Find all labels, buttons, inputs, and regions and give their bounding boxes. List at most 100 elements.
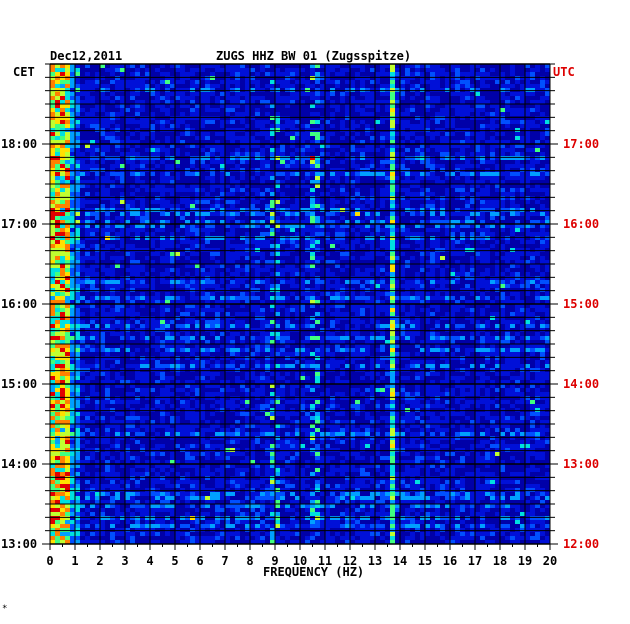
spectrogram-cell [380, 252, 385, 256]
spectrogram-cell [125, 232, 130, 236]
spectrogram-cell [200, 208, 205, 212]
spectrogram-cell [485, 252, 490, 256]
spectrogram-cell [270, 252, 275, 256]
spectrogram-cell [420, 236, 425, 240]
spectrogram-cell [510, 336, 515, 340]
spectrogram-cell [305, 172, 310, 176]
spectrogram-cell [440, 316, 445, 320]
spectrogram-cell [310, 196, 315, 200]
spectrogram-cell [270, 216, 275, 220]
spectrogram-cell [295, 232, 300, 236]
spectrogram-cell [370, 92, 375, 96]
spectrogram-cell [195, 116, 200, 120]
spectrogram-cell [125, 328, 130, 332]
spectrogram-cell [95, 292, 100, 296]
spectrogram-cell [100, 204, 105, 208]
spectrogram-cell [330, 352, 335, 356]
spectrogram-cell [540, 80, 545, 84]
spectrogram-cell [450, 252, 455, 256]
spectrogram-cell [355, 232, 360, 236]
spectrogram-cell [375, 148, 380, 152]
spectrogram-cell [70, 196, 75, 200]
spectrogram-cell [65, 252, 70, 256]
spectrogram-cell [430, 360, 435, 364]
spectrogram-cell [55, 272, 60, 276]
spectrogram-cell [460, 336, 465, 340]
spectrogram-cell [345, 296, 350, 300]
spectrogram-cell [330, 276, 335, 280]
spectrogram-cell [460, 92, 465, 96]
spectrogram-cell [185, 248, 190, 252]
spectrogram-cell [215, 260, 220, 264]
spectrogram-cell [465, 84, 470, 88]
spectrogram-cell [150, 124, 155, 128]
spectrogram-cell [230, 232, 235, 236]
spectrogram-cell [310, 128, 315, 132]
spectrogram-cell [220, 132, 225, 136]
spectrogram-cell [135, 268, 140, 272]
spectrogram-cell [160, 160, 165, 164]
spectrogram-cell [205, 76, 210, 80]
spectrogram-cell [350, 184, 355, 188]
spectrogram-cell [165, 256, 170, 260]
spectrogram-cell [445, 140, 450, 144]
spectrogram-cell [385, 196, 390, 200]
spectrogram-cell [70, 324, 75, 328]
spectrogram-cell [360, 68, 365, 72]
spectrogram-cell [230, 284, 235, 288]
spectrogram-cell [290, 280, 295, 284]
spectrogram-cell [305, 216, 310, 220]
spectrogram-cell [435, 248, 440, 252]
spectrogram-cell [455, 64, 460, 68]
spectrogram-cell [55, 84, 60, 88]
spectrogram-cell [435, 72, 440, 76]
spectrogram-cell [430, 372, 435, 376]
spectrogram-cell [100, 120, 105, 124]
spectrogram-cell [170, 252, 175, 256]
spectrogram-cell [160, 200, 165, 204]
spectrogram-cell [475, 148, 480, 152]
spectrogram-cell [515, 348, 520, 352]
spectrogram-cell [85, 116, 90, 120]
spectrogram-cell [240, 324, 245, 328]
spectrogram-cell [85, 112, 90, 116]
spectrogram-cell [165, 252, 170, 256]
spectrogram-cell [305, 124, 310, 128]
spectrogram-cell [185, 196, 190, 200]
spectrogram-cell [460, 152, 465, 156]
spectrogram-cell [95, 248, 100, 252]
spectrogram-cell [395, 228, 400, 232]
spectrogram-cell [470, 220, 475, 224]
spectrogram-cell [250, 168, 255, 172]
spectrogram-cell [250, 368, 255, 372]
spectrogram-cell [50, 372, 55, 376]
spectrogram-cell [65, 248, 70, 252]
spectrogram-cell [320, 124, 325, 128]
spectrogram-cell [75, 296, 80, 300]
spectrogram-cell [385, 224, 390, 228]
spectrogram-cell [480, 156, 485, 160]
spectrogram-cell [70, 372, 75, 376]
spectrogram-cell [170, 276, 175, 280]
spectrogram-cell [135, 284, 140, 288]
spectrogram-cell [305, 176, 310, 180]
spectrogram-cell [130, 316, 135, 320]
spectrogram-cell [365, 100, 370, 104]
spectrogram-cell [50, 108, 55, 112]
spectrogram-cell [275, 288, 280, 292]
spectrogram-cell [515, 312, 520, 316]
spectrogram-cell [270, 236, 275, 240]
spectrogram-cell [415, 192, 420, 196]
spectrogram-cell [250, 260, 255, 264]
spectrogram-cell [80, 256, 85, 260]
spectrogram-cell [540, 144, 545, 148]
spectrogram-cell [225, 256, 230, 260]
spectrogram-cell [520, 124, 525, 128]
spectrogram-cell [65, 372, 70, 376]
spectrogram-cell [75, 268, 80, 272]
spectrogram-cell [545, 88, 550, 92]
spectrogram-cell [405, 368, 410, 372]
spectrogram-cell [255, 192, 260, 196]
spectrogram-cell [210, 176, 215, 180]
spectrogram-cell [200, 148, 205, 152]
